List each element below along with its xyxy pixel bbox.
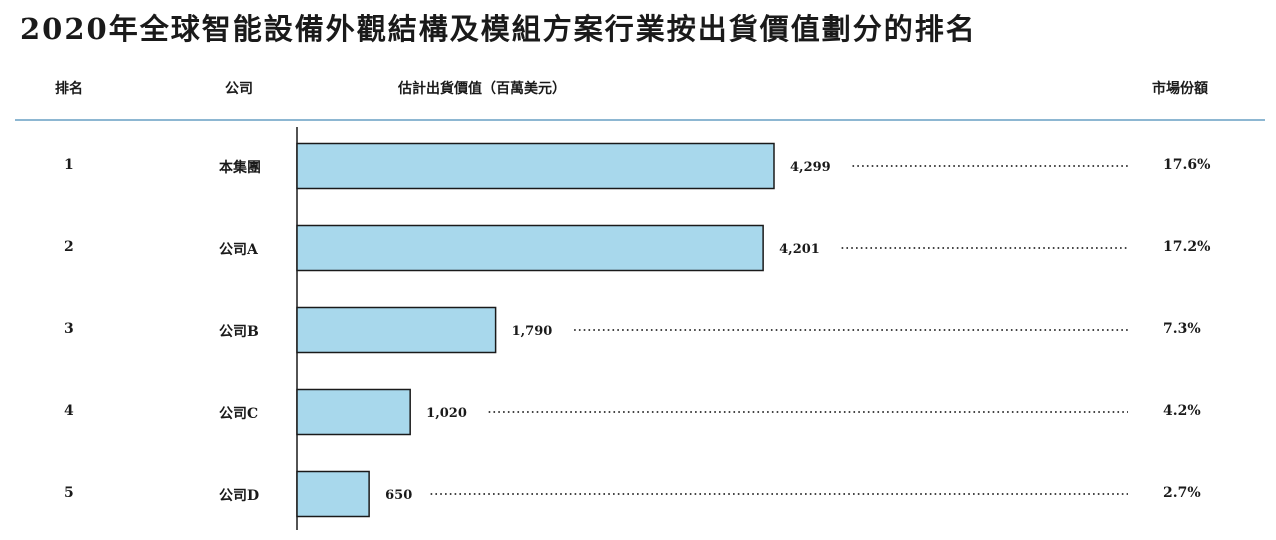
bar-3 <box>296 306 497 354</box>
share-cell: 17.6% <box>1163 157 1211 173</box>
bar-1 <box>296 142 775 190</box>
rank-cell: 2 <box>64 239 74 255</box>
company-cell: 公司A <box>219 242 258 258</box>
header-company: 公司 <box>225 81 253 97</box>
company-cell: 本集團 <box>219 160 261 176</box>
value-label: 650 <box>385 488 412 503</box>
bar-5 <box>296 470 370 518</box>
header-rule <box>15 119 1265 121</box>
share-cell: 17.2% <box>1163 239 1211 255</box>
company-cell: 公司C <box>219 406 259 422</box>
company-cell: 公司D <box>219 488 260 504</box>
value-label: 4,201 <box>779 242 820 257</box>
rank-cell: 3 <box>64 321 74 337</box>
value-label: 4,299 <box>790 160 831 175</box>
rank-cell: 4 <box>64 403 74 419</box>
company-cell: 公司B <box>219 324 259 340</box>
header-rank: 排名 <box>55 81 83 97</box>
header-value: 估計出貨價值（百萬美元） <box>398 81 566 97</box>
chart-title: 2020年全球智能設備外觀結構及模組方案行業按出貨價值劃分的排名 <box>20 12 977 46</box>
value-label: 1,790 <box>512 324 553 339</box>
rank-cell: 5 <box>64 485 74 501</box>
share-cell: 4.2% <box>1163 403 1201 419</box>
value-label: 1,020 <box>426 406 467 421</box>
rank-cell: 1 <box>64 157 74 173</box>
share-cell: 2.7% <box>1163 485 1201 501</box>
bar-4 <box>296 388 411 436</box>
bar-2 <box>296 224 764 272</box>
share-cell: 7.3% <box>1163 321 1201 337</box>
header-share: 市場份額 <box>1152 81 1208 97</box>
